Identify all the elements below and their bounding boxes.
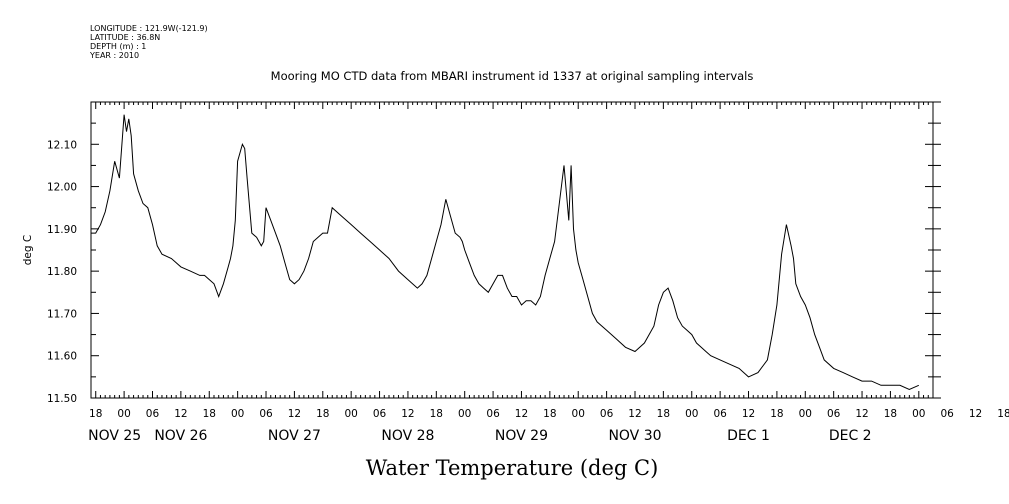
date-label: NOV 26	[154, 428, 207, 444]
x-tick-label: 00	[685, 408, 698, 420]
x-tick-label: 06	[713, 408, 727, 420]
y-tick-label: 12.10	[47, 139, 77, 151]
x-tick-label: 18	[203, 408, 216, 420]
longitude-text: LONGITUDE : 121.9W(-121.9)	[90, 24, 208, 33]
metadata-block: LONGITUDE : 121.9W(-121.9) LATITUDE : 36…	[89, 24, 208, 60]
date-label: NOV 27	[268, 428, 321, 444]
x-tick-labels: 18 00 06 12 18 00 06 12 18 00 06 12 18 00 06 12 18 00 06 12…	[89, 408, 1009, 420]
x-tick-label: 12	[174, 408, 187, 420]
x-tick-label: 18	[89, 408, 102, 420]
x-axis	[90, 102, 934, 398]
x-tick-label: 06	[941, 408, 955, 420]
x-tick-label: 00	[912, 408, 925, 420]
date-label: DEC 1	[727, 428, 770, 444]
date-label: NOV 29	[495, 428, 548, 444]
date-label: NOV 30	[608, 428, 661, 444]
y-tick-label: 11.80	[47, 266, 77, 278]
y-tick-label: 11.90	[47, 224, 77, 236]
plot-frame	[90, 101, 934, 399]
x-tick-label: 06	[259, 408, 273, 420]
x-tick-label: 18	[657, 408, 670, 420]
x-tick-label: 00	[458, 408, 471, 420]
y-tick-label: 11.70	[47, 308, 77, 320]
x-tick-label: 00	[231, 408, 244, 420]
x-tick-label: 00	[344, 408, 357, 420]
x-tick-label: 06	[373, 408, 387, 420]
latitude-text: LATITUDE : 36.8N	[90, 33, 160, 42]
x-tick-label: 18	[997, 408, 1009, 420]
x-tick-label: 12	[855, 408, 868, 420]
water-temperature-line	[91, 114, 920, 391]
x-axis-title: Water Temperature (deg C)	[366, 456, 659, 480]
y-tick-label: 12.00	[47, 182, 77, 194]
x-tick-label: 12	[742, 408, 755, 420]
x-tick-label: 06	[486, 408, 500, 420]
x-tick-label: 00	[572, 408, 585, 420]
x-tick-label: 18	[884, 408, 897, 420]
y-axis-label: deg C	[22, 235, 34, 265]
x-tick-label: 18	[430, 408, 443, 420]
x-tick-label: 12	[401, 408, 414, 420]
x-tick-label: 06	[600, 408, 614, 420]
date-label: NOV 28	[381, 428, 434, 444]
x-tick-label: 06	[146, 408, 160, 420]
chart-title: Mooring MO CTD data from MBARI instrumen…	[271, 69, 754, 83]
x-date-labels: NOV 25 NOV 26 NOV 27 NOV 28 NOV 29 NOV 30 DEC …	[88, 428, 871, 444]
y-tick-label: 11.60	[47, 351, 77, 363]
year-text: YEAR : 2010	[89, 51, 139, 60]
y-tick-label: 11.50	[47, 393, 77, 405]
date-label: DEC 2	[829, 428, 872, 444]
y-axis: 11.50 11.60 11.70 11.80 11.90 12.00 12.10	[47, 101, 941, 405]
x-tick-label: 12	[969, 408, 982, 420]
x-tick-label: 12	[628, 408, 641, 420]
depth-text: DEPTH (m) : 1	[90, 42, 146, 51]
date-label: NOV 25	[88, 428, 141, 444]
x-tick-label: 00	[117, 408, 130, 420]
x-tick-label: 12	[288, 408, 301, 420]
x-tick-label: 18	[770, 408, 783, 420]
x-tick-label: 06	[827, 408, 841, 420]
x-tick-label: 00	[799, 408, 812, 420]
x-tick-label: 18	[543, 408, 556, 420]
x-tick-label: 12	[515, 408, 528, 420]
x-tick-label: 18	[316, 408, 329, 420]
